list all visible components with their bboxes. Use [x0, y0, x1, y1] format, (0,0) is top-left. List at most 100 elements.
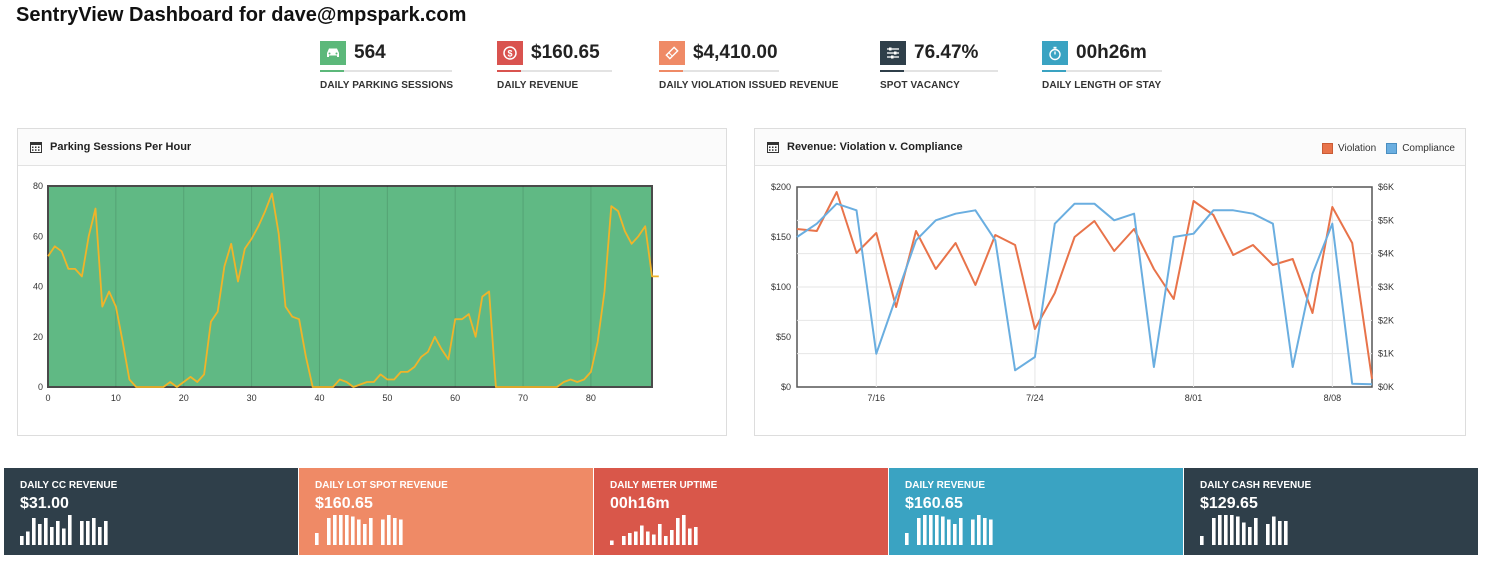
tile-value: $129.65	[1200, 495, 1258, 512]
tile-label: DAILY CASH REVENUE	[1200, 480, 1312, 491]
y-right-tick-label: $4K	[1378, 249, 1394, 259]
x-tick-label: 7/24	[1026, 393, 1044, 403]
spark-bar	[1224, 515, 1228, 545]
spark-bar	[646, 531, 650, 545]
ticket-icon	[659, 41, 685, 65]
kpi-length-of-stay: 00h26m DAILY LENGTH OF STAY	[1042, 41, 1162, 91]
panel-title: Revenue: Violation v. Compliance	[787, 141, 963, 153]
calendar-icon	[30, 142, 42, 153]
spark-bar	[1284, 521, 1288, 545]
spark-bar	[959, 518, 963, 545]
kpi-daily-revenue: $ $160.65 DAILY REVENUE	[497, 41, 612, 91]
spark-bar	[694, 527, 698, 545]
x-tick-label: 50	[382, 393, 392, 403]
car-icon	[320, 41, 346, 65]
tile-label: DAILY REVENUE	[905, 480, 986, 491]
kpi-parking-sessions: 564 DAILY PARKING SESSIONS	[320, 41, 453, 91]
spark-bar	[399, 519, 403, 545]
series-line-compliance	[796, 202, 1373, 386]
y-tick-label: 40	[33, 282, 43, 292]
spark-bar	[20, 536, 24, 545]
y-right-tick-label: $1K	[1378, 349, 1394, 359]
spark-bar	[1278, 521, 1282, 545]
kpi-label: DAILY REVENUE	[497, 80, 579, 91]
x-tick-label: 40	[314, 393, 324, 403]
revenue-chart: $0 $50 $100 $150 $200 $0K $1K $2K $3K $4K $5K $6K 7/…	[771, 182, 1394, 403]
spark-bar	[983, 518, 987, 545]
spark-bar	[1272, 516, 1276, 545]
tile-cash-revenue: DAILY CASH REVENUE $129.65	[1184, 468, 1478, 555]
spark-bar	[351, 516, 355, 545]
y-right-tick-label: $6K	[1378, 182, 1394, 192]
tile-label: DAILY CC REVENUE	[20, 480, 118, 491]
stopwatch-icon	[1042, 41, 1068, 65]
sparkline	[20, 515, 108, 545]
tile-value: $160.65	[315, 495, 373, 512]
legend-swatch-compliance	[1386, 143, 1398, 154]
sparkline	[905, 515, 993, 545]
tile-value: $160.65	[905, 495, 963, 512]
spark-bar	[333, 515, 337, 545]
svg-text:$: $	[507, 49, 512, 59]
kpi-value: 76.47%	[914, 42, 979, 63]
x-tick-label: 20	[179, 393, 189, 403]
spark-bar	[1230, 515, 1234, 545]
y-left-tick-label: $0	[781, 382, 791, 392]
spark-bar	[1254, 518, 1258, 545]
spark-bar	[688, 528, 692, 545]
spark-bar	[327, 518, 331, 545]
spark-bar	[929, 515, 933, 545]
tile-value: $31.00	[20, 495, 69, 512]
sparkline	[315, 515, 403, 545]
tile-label: DAILY METER UPTIME	[610, 480, 718, 491]
series-line-violation	[796, 191, 1373, 380]
spark-bar	[658, 524, 662, 545]
spark-bar	[68, 515, 72, 545]
x-tick-label: 80	[586, 393, 596, 403]
calendar-icon	[767, 142, 779, 153]
x-tick-label: 30	[247, 393, 257, 403]
x-tick-label: 10	[111, 393, 121, 403]
kpi-label: DAILY LENGTH OF STAY	[1042, 80, 1162, 91]
sessions-panel: Parking Sessions Per Hour 0 10 20 30 40 50 60 7…	[17, 128, 727, 436]
x-tick-label: 8/08	[1324, 393, 1342, 403]
y-tick-label: 80	[33, 181, 43, 191]
spark-bar	[664, 536, 668, 545]
x-tick-label: 0	[45, 393, 50, 403]
tile-value: 00h16m	[610, 495, 670, 512]
y-right-tick-label: $5K	[1378, 215, 1394, 225]
spark-bar	[676, 518, 680, 545]
spark-bar	[947, 519, 951, 545]
spark-bar	[971, 519, 975, 545]
panel-title: Parking Sessions Per Hour	[50, 141, 192, 153]
kpi-spot-vacancy: 76.47% SPOT VACANCY	[880, 41, 998, 91]
spark-bar	[610, 540, 614, 545]
sparkline	[1200, 515, 1288, 545]
x-tick-label: 70	[518, 393, 528, 403]
spark-bar	[393, 518, 397, 545]
spark-bar	[905, 533, 909, 545]
spark-bar	[1212, 518, 1216, 545]
y-right-tick-label: $0K	[1378, 382, 1394, 392]
y-left-tick-label: $200	[771, 182, 791, 192]
kpi-violation-revenue: $4,410.00 DAILY VIOLATION ISSUED REVENUE	[659, 41, 839, 91]
sliders-icon	[880, 41, 906, 65]
y-tick-label: 0	[38, 382, 43, 392]
spark-bar	[381, 519, 385, 545]
kpi-value: $160.65	[531, 42, 600, 63]
x-tick-label: 60	[450, 393, 460, 403]
y-left-tick-label: $50	[776, 332, 791, 342]
y-tick-label: 20	[33, 332, 43, 342]
legend-swatch-violation	[1322, 143, 1333, 154]
spark-bar	[941, 516, 945, 545]
kpi-value: $4,410.00	[693, 42, 778, 63]
spark-bar	[339, 515, 343, 545]
spark-bar	[640, 525, 644, 545]
page-title: SentryView Dashboard for dave@mpspark.co…	[16, 4, 467, 26]
x-tick-label: 8/01	[1185, 393, 1203, 403]
kpi-label: SPOT VACANCY	[880, 80, 960, 91]
y-tick-label: 60	[33, 231, 43, 241]
spark-bar	[1248, 527, 1252, 545]
kpi-value: 564	[354, 42, 386, 63]
spark-bar	[622, 536, 626, 545]
